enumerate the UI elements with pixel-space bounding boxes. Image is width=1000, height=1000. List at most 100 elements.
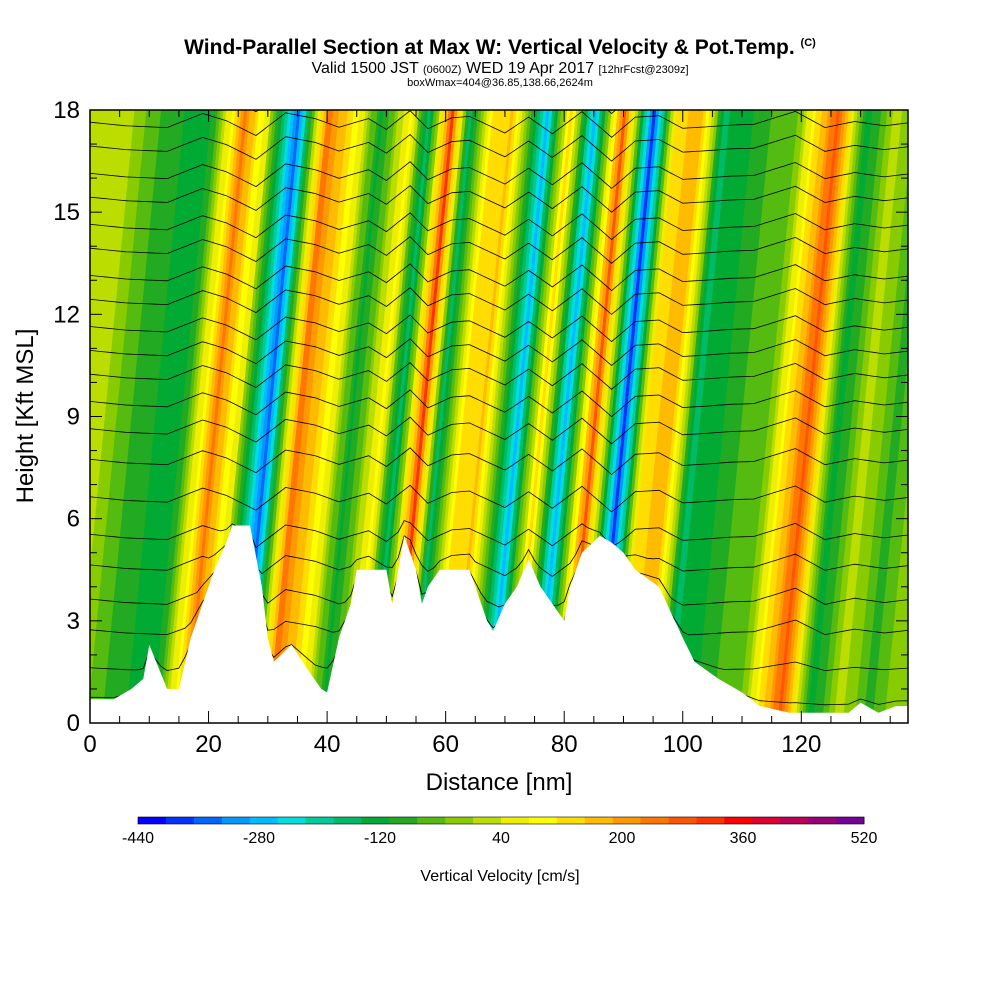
velocity-strip (899, 630, 908, 723)
velocity-strip (504, 110, 568, 723)
velocity-strip (546, 110, 610, 723)
x-axis-label: Distance [nm] (426, 769, 573, 796)
isentrope-line (90, 110, 908, 138)
velocity-strip (421, 110, 485, 723)
velocity-strip (519, 110, 583, 723)
velocity-strip (93, 110, 156, 723)
velocity-strip (914, 110, 977, 723)
velocity-strip (244, 110, 307, 723)
velocity-strip (101, 110, 165, 723)
velocity-strip (890, 538, 908, 723)
velocity-strip (359, 110, 423, 723)
isentrope-line (90, 236, 908, 264)
velocity-strip (792, 110, 856, 723)
velocity-strip (638, 110, 702, 723)
velocity-strip (558, 110, 622, 723)
velocity-strip (866, 294, 908, 723)
velocity-strip (679, 110, 743, 723)
velocity-strip (771, 110, 835, 723)
velocity-strip (282, 110, 346, 723)
colorbar-tick-label: 40 (492, 830, 510, 847)
velocity-strip (155, 110, 218, 723)
velocity-strip (750, 110, 814, 723)
velocity-strip (632, 110, 696, 723)
velocity-strip (706, 110, 770, 723)
velocity-strip (745, 110, 808, 723)
velocity-strip (662, 110, 725, 723)
colorbar-swatch (361, 817, 390, 824)
velocity-strip (756, 110, 820, 723)
velocity-strip (472, 110, 536, 723)
velocity-strip (715, 110, 779, 723)
x-tick-label: 100 (663, 731, 703, 758)
velocity-strip (113, 110, 177, 723)
velocity-strip (893, 570, 908, 723)
colorbar-tick-label: -440 (122, 830, 154, 847)
velocity-strip (190, 110, 254, 723)
colorbar-swatch (724, 817, 753, 824)
velocity-strip (315, 110, 379, 723)
isentrope-line (90, 338, 908, 367)
velocity-strip (703, 110, 767, 723)
velocity-strip (374, 110, 438, 723)
velocity-strip (839, 110, 903, 723)
x-tick-label: 40 (314, 731, 341, 758)
colorbar-swatch (333, 817, 362, 824)
velocity-strip (294, 110, 358, 723)
velocity-strip (98, 110, 162, 723)
colorbar-swatch (221, 817, 251, 824)
velocity-strip (110, 110, 174, 723)
velocity-strip (911, 110, 974, 723)
x-tick-label: 0 (83, 731, 96, 758)
velocity-strip (321, 110, 384, 723)
velocity-strip (377, 110, 441, 723)
colorbar-swatch (417, 817, 446, 824)
velocity-strip (887, 508, 908, 723)
velocity-strip (724, 110, 788, 723)
velocity-strip (270, 110, 334, 723)
velocity-strip (908, 110, 971, 723)
velocity-strip (149, 110, 213, 723)
velocity-strip (765, 110, 829, 723)
velocity-strip (493, 110, 556, 723)
velocity-strip (502, 110, 565, 723)
velocity-strip (795, 110, 859, 723)
velocity-strip (318, 110, 381, 723)
colorbar-swatch (138, 817, 167, 824)
velocity-strip (170, 110, 233, 723)
velocity-strip (116, 110, 180, 723)
y-tick-label: 12 (53, 301, 80, 328)
velocity-strip (193, 110, 257, 723)
velocity-strip (267, 110, 331, 723)
velocity-strip (902, 661, 908, 723)
velocity-strip (90, 110, 153, 723)
velocity-strip (783, 110, 847, 723)
isentrope-line (90, 36, 908, 63)
velocity-strip (712, 110, 776, 723)
velocity-strip (291, 110, 355, 723)
velocity-strip (525, 110, 589, 723)
velocity-strip (739, 110, 802, 723)
colorbar-swatch (193, 817, 223, 824)
y-axis-label: Height [Kft MSL] (12, 329, 39, 504)
velocity-strip (285, 110, 349, 723)
velocity-strip (807, 110, 871, 723)
colorbar-swatch (501, 817, 530, 824)
velocity-strip (161, 110, 224, 723)
velocity-strip (312, 110, 376, 723)
velocity-strip (830, 110, 894, 723)
isentrope-line (90, 287, 908, 315)
velocity-strip (173, 110, 236, 723)
velocity-strip (481, 110, 545, 723)
velocity-strip (499, 110, 562, 723)
colorbar-swatch (445, 817, 474, 824)
velocity-strip (905, 691, 908, 723)
velocity-strip (309, 110, 373, 723)
velocity-strip (656, 110, 719, 723)
velocity-strip (344, 110, 408, 723)
colorbar-swatch (612, 817, 642, 824)
velocity-strip (700, 110, 764, 723)
velocity-strip (253, 110, 316, 723)
velocity-strip (436, 110, 500, 723)
velocity-strip (288, 110, 352, 723)
